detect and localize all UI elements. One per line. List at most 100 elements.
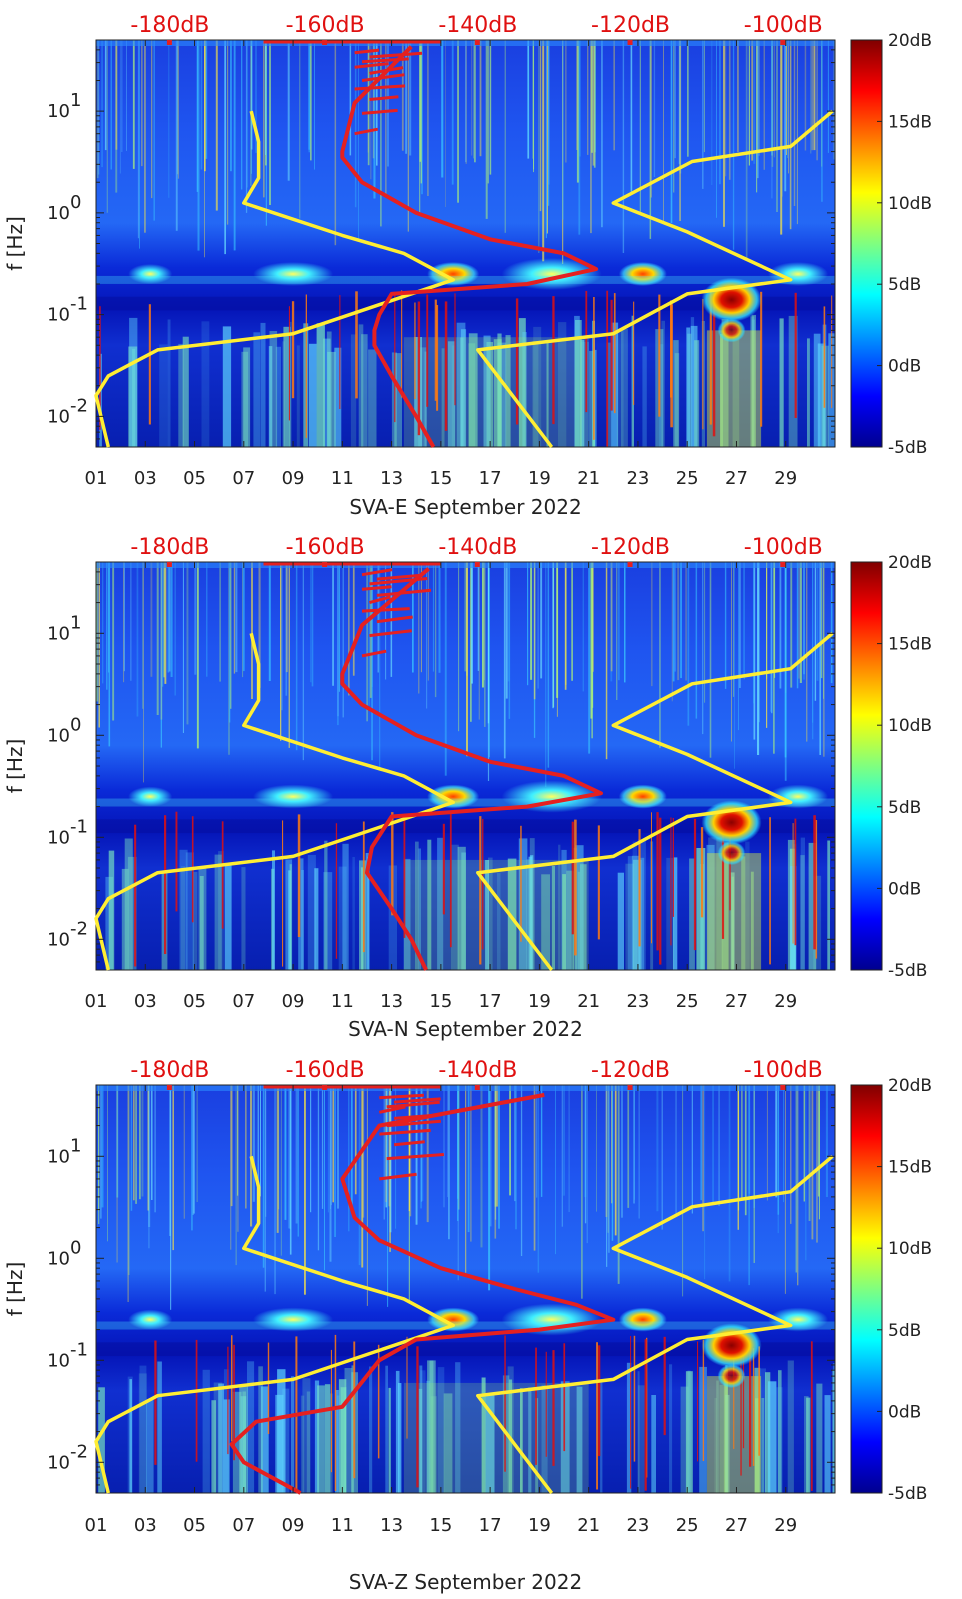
x-tick-label: 07 xyxy=(232,468,255,489)
x-tick-label: 27 xyxy=(725,991,748,1012)
colorbar-tick-label: 15dB xyxy=(888,635,932,655)
x-tick-label: 11 xyxy=(331,991,354,1012)
top-db-tick-label: -120dB xyxy=(591,13,670,38)
median-fringe xyxy=(361,108,398,115)
median-fringe xyxy=(379,1172,417,1181)
y-tick-label: 10 xyxy=(47,725,70,746)
top-db-tick-mark xyxy=(780,562,786,567)
spectrogram-image xyxy=(96,1085,835,1493)
median-fringe xyxy=(361,73,405,82)
y-tick-exponent: -2 xyxy=(70,395,88,416)
colorbar-tick-label: 10dB xyxy=(888,1239,932,1259)
y-tick-exponent: -1 xyxy=(70,294,88,315)
top-db-tick-label: -180dB xyxy=(130,1058,209,1083)
spectrogram-image xyxy=(96,562,835,970)
median-fringe xyxy=(369,595,391,605)
x-tick-label: 05 xyxy=(183,991,206,1012)
colorbar-tick-label: 10dB xyxy=(888,716,932,736)
y-tick-label: 10 xyxy=(47,827,70,848)
median-fringe xyxy=(376,615,413,624)
top-db-tick-mark xyxy=(166,562,172,567)
top-db-tick-mark xyxy=(322,562,328,567)
top-db-tick-label: -120dB xyxy=(591,1058,670,1083)
x-tick-label: 09 xyxy=(282,468,305,489)
y-tick-exponent: -2 xyxy=(70,1441,88,1462)
median-fringe xyxy=(386,1153,445,1161)
x-tick-label: 01 xyxy=(85,991,108,1012)
colorbar-tick-label: 20dB xyxy=(888,31,932,51)
top-db-tick-label: -180dB xyxy=(130,13,209,38)
y-axis-title: f [Hz] xyxy=(3,739,27,794)
y-tick-label: 10 xyxy=(47,1350,70,1371)
y-tick-exponent: 0 xyxy=(70,192,81,213)
top-db-tick-label: -100dB xyxy=(744,1058,823,1083)
x-tick-label: 03 xyxy=(134,468,157,489)
y-tick-label: 10 xyxy=(47,406,70,427)
top-db-tick-label: -140dB xyxy=(438,13,517,38)
colorbar-tick-label: 20dB xyxy=(888,1076,932,1096)
colorbar-tick-label: 15dB xyxy=(888,1158,932,1178)
median-fringe xyxy=(369,95,399,101)
x-axis-title: SVA-E September 2022 xyxy=(349,495,581,519)
x-tick-label: 05 xyxy=(183,1515,206,1536)
median-fringe xyxy=(379,1128,431,1136)
median-fringe xyxy=(361,57,409,64)
x-tick-label: 21 xyxy=(577,468,600,489)
y-tick-label: 10 xyxy=(47,203,70,224)
series-line-NHNM xyxy=(476,1154,834,1495)
x-tick-label: 25 xyxy=(676,991,699,1012)
x-tick-label: 05 xyxy=(183,468,206,489)
y-tick-label: 10 xyxy=(47,623,70,644)
colorbar-tick-label: -5dB xyxy=(888,961,927,981)
x-tick-label: 23 xyxy=(626,468,649,489)
colorbar-tick-label: 0dB xyxy=(888,879,921,899)
top-db-tick-label: -140dB xyxy=(438,535,517,560)
x-tick-label: 11 xyxy=(331,468,354,489)
x-tick-label: 01 xyxy=(85,468,108,489)
x-tick-label: 27 xyxy=(725,468,748,489)
colorbar xyxy=(850,561,883,971)
x-tick-label: 17 xyxy=(479,1515,502,1536)
y-tick-exponent: 0 xyxy=(70,1237,81,1258)
x-tick-label: 23 xyxy=(626,1515,649,1536)
top-db-tick-mark xyxy=(627,1085,633,1090)
median-fringe xyxy=(354,84,406,91)
median-fringe xyxy=(361,607,410,613)
x-axis-title: SVA-N September 2022 xyxy=(348,1017,583,1041)
x-tick-label: 15 xyxy=(429,991,452,1012)
colorbar xyxy=(850,39,883,448)
x-tick-label: 17 xyxy=(479,991,502,1012)
x-tick-label: 27 xyxy=(725,1515,748,1536)
x-tick-label: 29 xyxy=(774,468,797,489)
x-tick-label: 03 xyxy=(134,1515,157,1536)
top-db-tick-mark xyxy=(474,562,480,567)
x-tick-label: 13 xyxy=(380,468,403,489)
colorbar-tick-label: -5dB xyxy=(888,438,927,458)
top-db-tick-label: -100dB xyxy=(744,13,823,38)
colorbar-tick-label: 5dB xyxy=(888,798,921,818)
x-tick-label: 25 xyxy=(676,468,699,489)
median-fringe xyxy=(393,1097,441,1104)
x-tick-label: 07 xyxy=(232,991,255,1012)
series-line-NLNM xyxy=(94,632,455,971)
x-tick-label: 09 xyxy=(282,991,305,1012)
top-db-tick-mark xyxy=(780,40,786,45)
top-db-tick-mark xyxy=(166,1085,172,1090)
y-axis-title: f [Hz] xyxy=(3,1262,27,1317)
top-db-tick-label: -140dB xyxy=(438,1058,517,1083)
series-line-median xyxy=(229,1092,616,1495)
y-tick-exponent: 0 xyxy=(70,714,81,735)
x-tick-label: 15 xyxy=(429,1515,452,1536)
x-tick-label: 09 xyxy=(282,1515,305,1536)
median-fringe xyxy=(379,1093,424,1100)
y-axis-title: f [Hz] xyxy=(3,216,27,271)
median-fringe xyxy=(386,1100,440,1109)
median-fringe xyxy=(376,588,432,597)
colorbar-tick-label: 15dB xyxy=(888,112,932,132)
median-fringe xyxy=(369,629,412,638)
top-db-tick-label: -180dB xyxy=(130,535,209,560)
median-fringe xyxy=(354,62,389,69)
median-fringe xyxy=(386,1119,441,1128)
